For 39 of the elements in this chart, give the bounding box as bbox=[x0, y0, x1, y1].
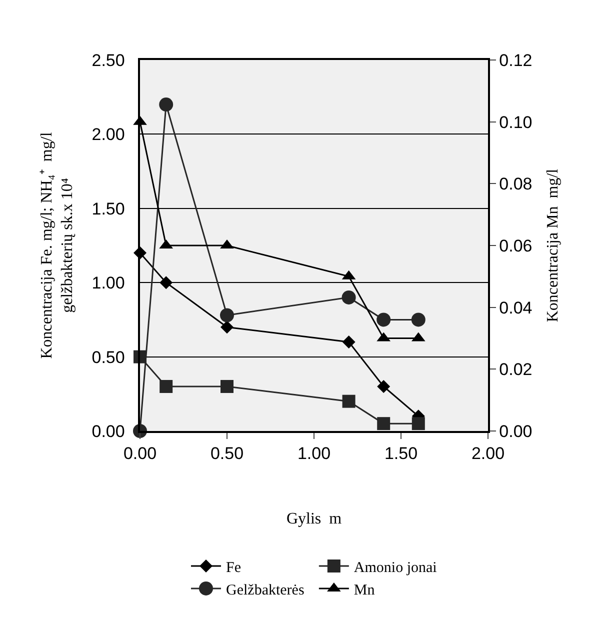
point bbox=[159, 98, 174, 112]
legend-label: Amonio jonai bbox=[354, 560, 437, 576]
y2-tick-label: 0.10 bbox=[499, 112, 532, 132]
x-tick-label: 2.00 bbox=[471, 444, 505, 464]
legend-label: Gelžbakterės bbox=[226, 582, 304, 598]
point bbox=[342, 290, 356, 304]
y2-tick-label: 0.02 bbox=[499, 360, 532, 380]
x-tick-label: 0.50 bbox=[210, 444, 244, 464]
x-tick-label: 0.00 bbox=[123, 444, 157, 464]
y2-tick-label: 0.04 bbox=[499, 298, 532, 318]
point bbox=[411, 312, 426, 327]
y-axis-title: Koncentracija Fe. mg/l; NH₄⁺ mg/l gelžbakterių sk.x 10⁴ bbox=[38, 132, 76, 359]
x-tick-label: 1.00 bbox=[297, 444, 331, 464]
point bbox=[160, 380, 173, 393]
y2-tick-label: 0.00 bbox=[499, 422, 532, 441]
y2-tick-label: 0.08 bbox=[499, 174, 532, 194]
point bbox=[220, 380, 234, 393]
point bbox=[412, 417, 425, 430]
y-tick-label: 1.50 bbox=[92, 199, 125, 218]
y-tick-label: 2.00 bbox=[92, 125, 125, 144]
y2-tick-label: 0.06 bbox=[499, 236, 532, 256]
point bbox=[342, 335, 356, 348]
point bbox=[160, 276, 173, 290]
point bbox=[377, 417, 390, 430]
point bbox=[376, 312, 391, 327]
y2-tick-label: 0.12 bbox=[499, 50, 532, 70]
point bbox=[220, 320, 234, 334]
y-tick-label: 0.00 bbox=[92, 422, 125, 441]
y-tick-label: 0.50 bbox=[92, 348, 125, 367]
x-axis-title: Gylis m bbox=[286, 510, 342, 528]
x-tick-label: 1.50 bbox=[384, 444, 418, 464]
legend-label: Fe bbox=[226, 560, 242, 576]
legend-label: Mn bbox=[354, 582, 376, 598]
y-tick-label: 1.00 bbox=[92, 274, 125, 293]
point bbox=[220, 308, 234, 322]
point bbox=[377, 380, 390, 393]
y-tick-label: 2.50 bbox=[92, 50, 125, 70]
point bbox=[342, 394, 356, 408]
y2-axis-title: Koncentracija Mn mg/l bbox=[544, 168, 562, 322]
